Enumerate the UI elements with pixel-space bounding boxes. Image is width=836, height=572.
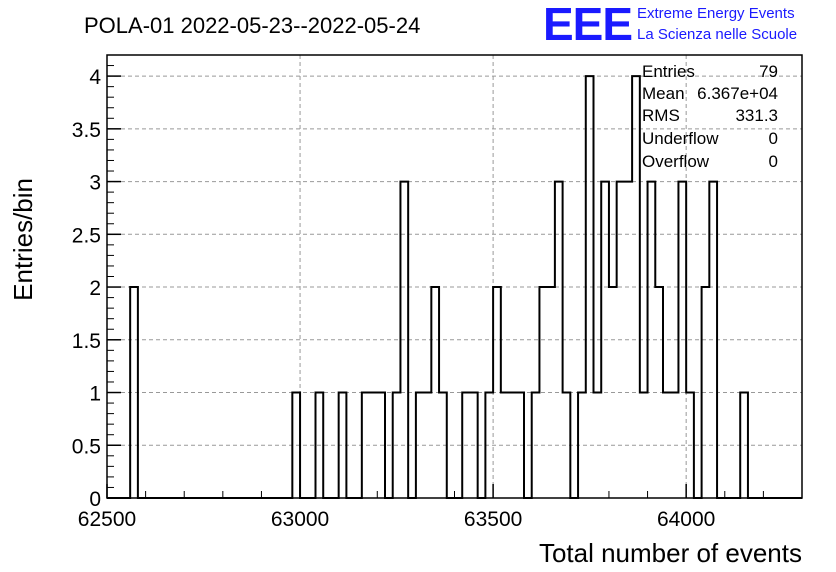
histogram-bin <box>493 287 501 498</box>
y-tick-label: 4 <box>89 66 101 89</box>
histogram-bin <box>740 393 748 498</box>
histogram-bin <box>462 393 477 498</box>
histogram-bin <box>578 393 586 498</box>
axis-ticks: 62500 63000 63500 64000 0 0.5 1 1.5 2 2.5 3 3.5 4 <box>72 54 803 531</box>
histogram-bin <box>609 287 617 498</box>
stat-value-overflow: 0 <box>769 152 778 171</box>
stat-value-rms: 331.3 <box>735 106 778 125</box>
stat-value-underflow: 0 <box>769 129 778 148</box>
stat-label-entries: Entries <box>642 62 695 81</box>
histogram-bin <box>709 182 717 498</box>
stat-value-entries: 79 <box>759 62 778 81</box>
histogram-bin <box>393 393 401 498</box>
stat-label-underflow: Underflow <box>642 129 719 148</box>
stat-label-overflow: Overflow <box>642 152 710 171</box>
histogram-bin <box>532 393 540 498</box>
histogram-bin <box>586 76 594 498</box>
x-tick-label: 62500 <box>78 508 136 531</box>
stats-box: Entries 79 Mean 6.367e+04 RMS 331.3 Unde… <box>642 62 778 171</box>
histogram-bin <box>655 287 663 498</box>
eee-logo: EEE Extreme Energy Events La Scienza nel… <box>543 0 797 50</box>
histogram-bin <box>686 393 694 498</box>
eee-logo-line2: La Scienza nelle Scuole <box>637 26 797 43</box>
histogram-bin <box>416 393 431 498</box>
x-tick-label: 64000 <box>657 508 715 531</box>
histogram-bin <box>501 393 524 498</box>
x-tick-label: 63000 <box>271 508 329 531</box>
histogram-bin <box>601 182 609 498</box>
histogram-bin <box>663 393 678 498</box>
histogram-bin <box>130 287 138 498</box>
histogram-bin <box>702 287 710 498</box>
y-tick-label: 2.5 <box>72 224 101 247</box>
stat-label-mean: Mean <box>642 84 685 103</box>
histogram-bin <box>648 182 656 498</box>
histogram-bin <box>640 393 648 498</box>
y-axis-title: Entries/bin <box>8 178 38 301</box>
y-tick-label: 1 <box>89 383 101 406</box>
stat-label-rms: RMS <box>642 106 680 125</box>
histogram-bin <box>632 76 640 498</box>
stat-value-mean: 6.367e+04 <box>697 84 778 103</box>
histogram-bin <box>485 393 493 498</box>
eee-logo-mark: EEE <box>543 0 632 50</box>
y-tick-label: 3 <box>89 172 101 195</box>
plot-frame <box>106 54 803 499</box>
y-tick-label: 0 <box>89 488 101 511</box>
y-tick-label: 2 <box>89 277 101 300</box>
histogram-bin <box>555 182 563 498</box>
histogram-line <box>107 75 802 499</box>
histogram-bin <box>316 393 324 498</box>
histogram-bin <box>400 182 408 498</box>
histogram-bin <box>539 287 554 498</box>
chart-title: POLA-01 2022-05-23--2022-05-24 <box>84 13 420 38</box>
histogram-bin <box>594 393 602 498</box>
histogram-bin <box>339 393 347 498</box>
x-axis-title: Total number of events <box>539 538 802 568</box>
histogram-bin <box>362 393 385 498</box>
y-tick-label: 3.5 <box>72 119 101 142</box>
histogram-bin <box>617 182 632 498</box>
histogram-bin <box>678 182 686 498</box>
histogram-bin <box>439 393 447 498</box>
eee-logo-line1: Extreme Energy Events <box>637 5 795 22</box>
plot-grid <box>107 55 802 498</box>
histogram-bin <box>563 393 571 498</box>
y-tick-label: 1.5 <box>72 330 101 353</box>
x-tick-label: 63500 <box>464 508 522 531</box>
y-tick-label: 0.5 <box>72 435 101 458</box>
histogram-bin <box>431 287 439 498</box>
histogram-bin <box>292 393 300 498</box>
